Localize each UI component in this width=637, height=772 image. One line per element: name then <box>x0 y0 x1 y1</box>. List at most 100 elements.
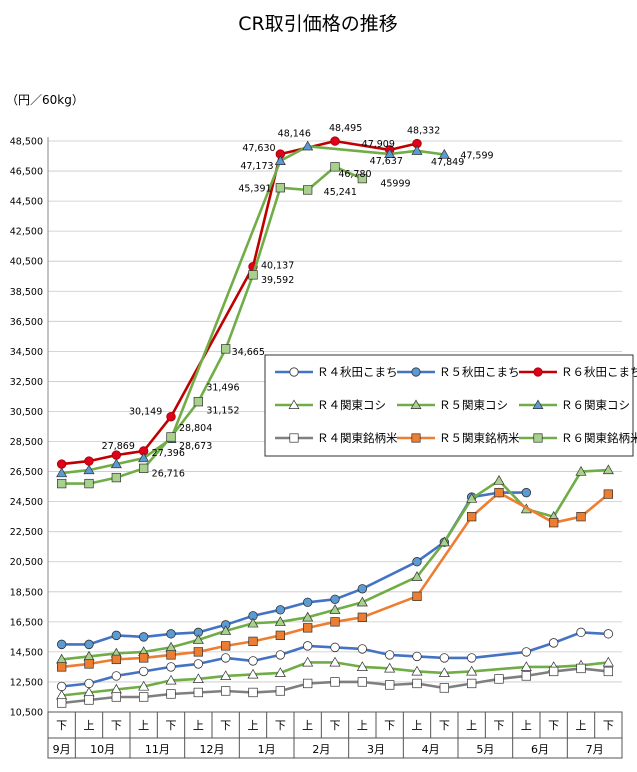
data-point <box>56 681 67 692</box>
data-point <box>193 687 203 698</box>
data-point <box>357 173 367 184</box>
data-point <box>357 644 368 654</box>
legend-label: Ｒ６関東銘柄米 <box>561 431 637 445</box>
data-label: 28,673 <box>179 441 212 452</box>
data-point <box>84 659 94 669</box>
x-month-label: 2月 <box>312 743 330 756</box>
x-month-label: 9月 <box>53 743 71 756</box>
data-label: 48,146 <box>278 128 311 139</box>
data-point <box>111 692 121 702</box>
data-point <box>275 630 285 641</box>
y-tick-label: 26,500 <box>10 467 43 478</box>
legend-marker <box>533 433 543 443</box>
data-point <box>303 185 313 195</box>
y-tick-label: 24,500 <box>10 497 43 508</box>
x-period-label: 上 <box>357 719 368 732</box>
data-label: 40,137 <box>261 261 294 272</box>
data-point <box>138 666 149 677</box>
y-tick-label: 36,500 <box>10 317 43 328</box>
data-point <box>330 617 340 627</box>
data-point <box>111 472 121 483</box>
y-tick-label: 22,500 <box>10 527 43 538</box>
data-point <box>274 155 286 165</box>
data-point <box>221 686 231 696</box>
x-axis-frame <box>47 711 623 759</box>
data-point <box>84 639 94 650</box>
data-point <box>466 653 477 663</box>
data-point <box>275 605 286 615</box>
data-point <box>248 687 258 698</box>
data-point <box>275 650 286 660</box>
data-label: 47,909 <box>362 139 395 150</box>
data-point <box>602 464 614 475</box>
data-point <box>57 662 67 672</box>
data-point <box>84 678 94 689</box>
data-point <box>439 683 449 693</box>
data-point <box>576 663 586 674</box>
data-point <box>521 671 531 681</box>
legend-label: Ｒ５関東銘柄米 <box>439 431 520 445</box>
data-point <box>193 659 204 669</box>
data-point <box>384 148 396 159</box>
x-period-label: 下 <box>494 719 505 732</box>
data-label: 27,869 <box>102 441 135 452</box>
data-point <box>549 666 559 677</box>
data-point <box>248 656 258 666</box>
data-point <box>166 662 176 672</box>
data-point <box>302 641 313 651</box>
x-period-label: 下 <box>111 719 122 732</box>
legend-marker <box>289 433 299 443</box>
data-point <box>357 612 367 622</box>
data-point <box>192 634 204 644</box>
data-label: 45999 <box>380 179 410 190</box>
y-tick-label: 46,500 <box>10 167 43 178</box>
data-point <box>138 452 150 463</box>
data-label: 30,149 <box>129 407 162 418</box>
data-point <box>110 458 122 469</box>
x-period-label: 上 <box>576 719 587 732</box>
data-point <box>520 661 532 671</box>
data-point <box>166 689 176 699</box>
x-period-label: 上 <box>521 719 532 732</box>
x-period-label: 下 <box>56 719 67 732</box>
data-point <box>549 518 559 528</box>
data-label: 45,241 <box>324 187 357 198</box>
x-axis: 下 上 下 上 下 上 下 上 下 上 下 上 下 上 下 上 下 上 下 上 下 9月 10月 11月 12月 1月 2月 3月 4月… <box>47 711 623 759</box>
data-point <box>220 625 232 635</box>
legend-label: Ｒ５秋田こまち <box>439 365 520 379</box>
legend-item: Ｒ５関東銘柄米 <box>397 431 520 445</box>
x-month-label: 10月 <box>90 743 115 756</box>
y-tick-label: 30,500 <box>10 407 43 418</box>
data-label: 47,599 <box>460 151 493 162</box>
legend-marker <box>411 367 421 377</box>
data-point <box>193 397 203 407</box>
data-point <box>220 653 231 663</box>
data-point <box>438 148 450 159</box>
data-point <box>548 638 559 648</box>
data-point <box>220 670 232 680</box>
data-point <box>330 162 340 172</box>
data-point <box>412 651 422 662</box>
y-tick-label: 20,500 <box>10 557 43 568</box>
data-point <box>165 674 177 685</box>
data-point <box>411 145 423 155</box>
data-point <box>221 344 231 354</box>
legend-label: Ｒ４秋田こまち <box>317 365 398 379</box>
data-point <box>411 665 423 676</box>
y-tick-label: 16,500 <box>10 617 43 628</box>
data-point <box>356 596 368 607</box>
legend-label: Ｒ６秋田こまち <box>561 365 637 379</box>
x-month-label: 5月 <box>476 743 494 756</box>
data-label: 31,496 <box>206 383 239 394</box>
data-point <box>466 492 478 503</box>
data-point <box>412 557 422 567</box>
data-point <box>166 629 176 639</box>
data-label: 46,780 <box>338 169 371 180</box>
data-point <box>111 654 121 665</box>
data-label: 31,152 <box>206 406 239 417</box>
data-point <box>576 512 586 522</box>
data-point <box>56 467 68 478</box>
data-point <box>111 450 122 460</box>
data-label: 47,173 <box>240 161 273 172</box>
data-point <box>83 464 95 475</box>
